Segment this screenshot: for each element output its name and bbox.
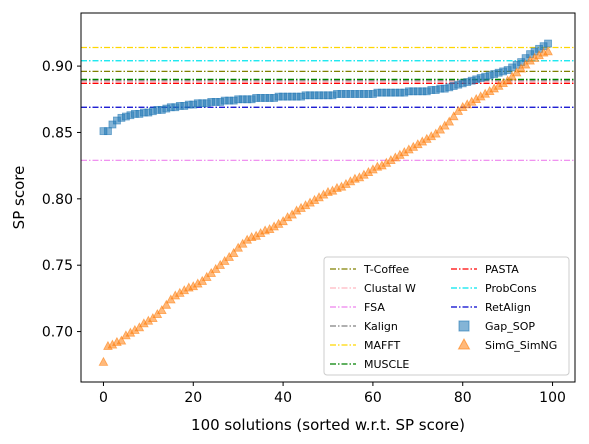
axes: 0 20 40 60 80 100 0.70 0.75 0.80 0.85 0.90 — [42, 59, 566, 406]
x-tick-label: 60 — [364, 390, 382, 406]
simg-simng-point — [543, 46, 553, 56]
legend-label: ProbCons — [485, 282, 537, 295]
x-tick-label: 80 — [454, 390, 472, 406]
legend-label: MUSCLE — [364, 358, 409, 371]
legend-label: PASTA — [485, 263, 519, 276]
simg-simng-point — [116, 335, 127, 345]
simg-simng-point — [98, 356, 109, 366]
plot-frame — [80, 12, 576, 383]
x-tick-label: 100 — [539, 390, 566, 406]
simg-simng-point — [161, 299, 172, 309]
y-tick-label: 0.90 — [42, 59, 73, 75]
legend-label: SimG_SimNG — [485, 339, 557, 352]
simg-simng-point — [228, 247, 239, 257]
legend-label: FSA — [364, 301, 385, 314]
x-tick-label: 20 — [184, 390, 202, 406]
legend-swatch — [458, 320, 470, 332]
legend-swatch — [457, 337, 471, 350]
simg-simng-point — [156, 304, 167, 315]
y-tick-label: 0.75 — [42, 258, 73, 274]
legend-label: Kalign — [364, 320, 398, 333]
legend-label: T-Coffee — [363, 263, 409, 276]
simg-simng-point — [448, 111, 459, 121]
gap-sop-point — [544, 39, 552, 48]
x-axis-label: 100 solutions (sorted w.r.t. SP score) — [191, 416, 465, 434]
x-tick-label: 40 — [274, 390, 292, 406]
legend-label: MAFFT — [364, 339, 400, 352]
gap-sop-point — [104, 127, 112, 136]
simg-simng-point — [444, 116, 455, 126]
legend-box — [323, 256, 570, 376]
y-tick-label: 0.80 — [42, 192, 73, 208]
legend: T-Coffee Clustal W FSA Kalign MAFFT MUSCLE PAS… — [323, 256, 570, 376]
legend-label: Gap_SOP — [485, 320, 535, 333]
y-axis-label: SP score — [10, 166, 28, 230]
legend-label: RetAlign — [485, 301, 531, 314]
gap-sop-point — [108, 120, 117, 129]
y-tick-label: 0.85 — [42, 125, 73, 141]
y-tick-label: 0.70 — [42, 325, 73, 341]
x-tick-label: 0 — [99, 390, 108, 406]
legend-label: Clustal W — [364, 282, 416, 295]
plot-area — [81, 39, 575, 366]
